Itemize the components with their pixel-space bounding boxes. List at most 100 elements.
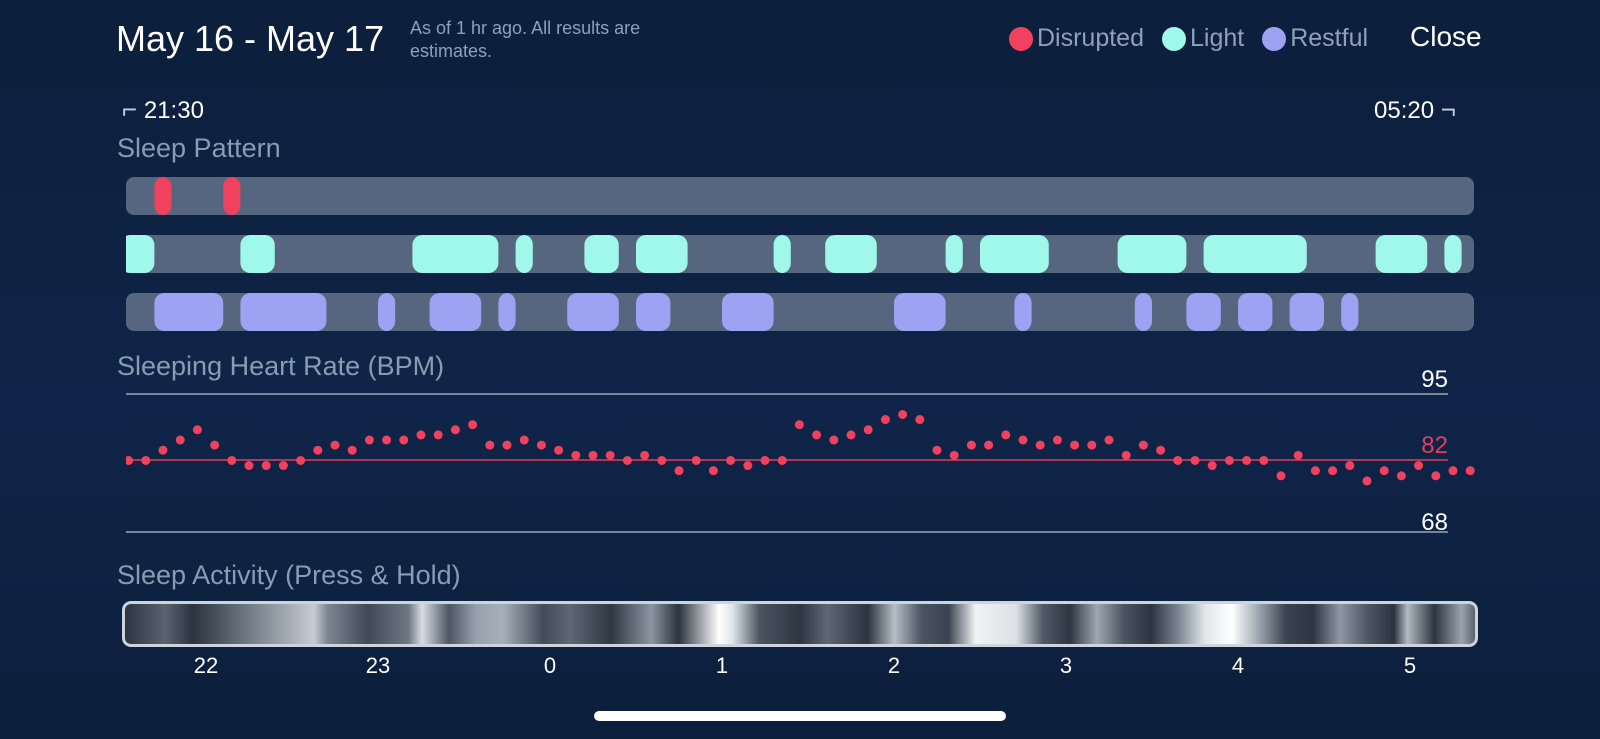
axis-tick: 1 (715, 653, 729, 678)
axis-tick: 3 (1059, 653, 1073, 678)
hr-point (1138, 440, 1148, 450)
hr-point (726, 455, 736, 465)
hr-point (777, 455, 787, 465)
disrupted-segment (154, 177, 172, 215)
hr-point (1156, 445, 1166, 455)
hr-point (244, 461, 254, 471)
hr-point (966, 440, 976, 450)
restful-segment (1238, 293, 1273, 331)
hr-point (554, 445, 564, 455)
hr-point (192, 425, 202, 435)
hr-point (126, 455, 134, 465)
hr-point (1259, 455, 1269, 465)
restful-segment (154, 293, 224, 331)
restful-segment (1289, 293, 1324, 331)
close-button[interactable]: Close (1410, 21, 1482, 52)
hr-point (1087, 440, 1097, 450)
hr-point (1396, 471, 1406, 481)
restful-segment (378, 293, 396, 331)
hr-point (640, 450, 650, 460)
legend-disrupted-label: Disrupted (1037, 24, 1144, 52)
hr-point (1242, 455, 1252, 465)
hr-point (708, 466, 718, 476)
hr-point (674, 466, 684, 476)
hr-point (313, 445, 323, 455)
hr-point (1328, 466, 1338, 476)
legend-restful: Restful (1262, 24, 1368, 53)
start-time: ⌐ 21:30 (122, 94, 204, 125)
axis-tick: 4 (1231, 653, 1245, 678)
sleep-activity-bar[interactable] (122, 601, 1478, 647)
hr-point (932, 445, 942, 455)
end-bracket-icon: ¬ (1440, 94, 1456, 124)
estimate-note: As of 1 hr ago. All results are estimate… (410, 18, 641, 61)
hr-point (1362, 476, 1372, 486)
hr-point (1224, 455, 1234, 465)
restful-segment (1186, 293, 1221, 331)
light-segment (773, 235, 791, 273)
restful-segment (1014, 293, 1032, 331)
sleep-pattern-chart[interactable] (126, 160, 1474, 340)
hr-point (347, 445, 357, 455)
restful-segment (429, 293, 482, 331)
hr-point (1104, 435, 1114, 445)
legend-disrupted: Disrupted (1009, 24, 1144, 53)
end-time-label: 05:20 (1374, 97, 1435, 124)
disrupted-lane (126, 177, 1474, 215)
restful-segment (636, 293, 671, 331)
axis-tick: 22 (193, 653, 219, 678)
axis-tick: 23 (365, 653, 391, 678)
hr-point (760, 455, 770, 465)
hr-point (1190, 455, 1200, 465)
hr-point (261, 461, 271, 471)
hr-point (812, 430, 822, 440)
light-segment (584, 235, 619, 273)
hr-min-label: 68 (1421, 509, 1448, 536)
hr-point (571, 450, 581, 460)
light-segment (240, 235, 275, 273)
hr-point (949, 450, 959, 460)
light-segment (1375, 235, 1428, 273)
hr-point (502, 440, 512, 450)
hr-point (1448, 466, 1458, 476)
light-segment (980, 235, 1049, 273)
light-segment (1444, 235, 1462, 273)
hr-point (364, 435, 374, 445)
hr-point (1276, 471, 1286, 481)
hr-point (794, 420, 804, 430)
axis-tick: 0 (543, 653, 557, 678)
hr-point (622, 455, 632, 465)
sleep-pattern-title: Sleep Pattern (117, 133, 281, 163)
hr-point (863, 425, 873, 435)
hr-point (1414, 461, 1424, 471)
hr-point (278, 461, 288, 471)
light-segment (945, 235, 963, 273)
light-segment (1117, 235, 1187, 273)
disrupted-segment (223, 177, 241, 215)
restful-segment (1341, 293, 1359, 331)
hr-point (743, 461, 753, 471)
heart-rate-chart[interactable]: 95 82 68 (126, 360, 1476, 560)
hr-point (829, 435, 839, 445)
home-indicator[interactable] (594, 711, 1006, 721)
restful-segment (240, 293, 327, 331)
restful-segment (722, 293, 774, 331)
axis-tick: 2 (887, 653, 901, 678)
legend-light-label: Light (1190, 24, 1245, 52)
hr-point (1001, 430, 1011, 440)
light-segment (412, 235, 499, 273)
hr-point (468, 420, 478, 430)
hr-point (210, 440, 220, 450)
hr-point (915, 415, 925, 425)
hr-point (846, 430, 856, 440)
sleep-stage-legend: Disrupted Light Restful (1009, 24, 1386, 53)
light-segment (515, 235, 533, 273)
hr-point (1431, 471, 1441, 481)
hr-point (691, 455, 701, 465)
start-time-label: 21:30 (143, 97, 204, 124)
hr-point (605, 450, 615, 460)
end-time: 05:20 ¬ (1374, 94, 1456, 125)
hr-point (1345, 461, 1355, 471)
hr-point (296, 455, 306, 465)
light-segment (636, 235, 688, 273)
